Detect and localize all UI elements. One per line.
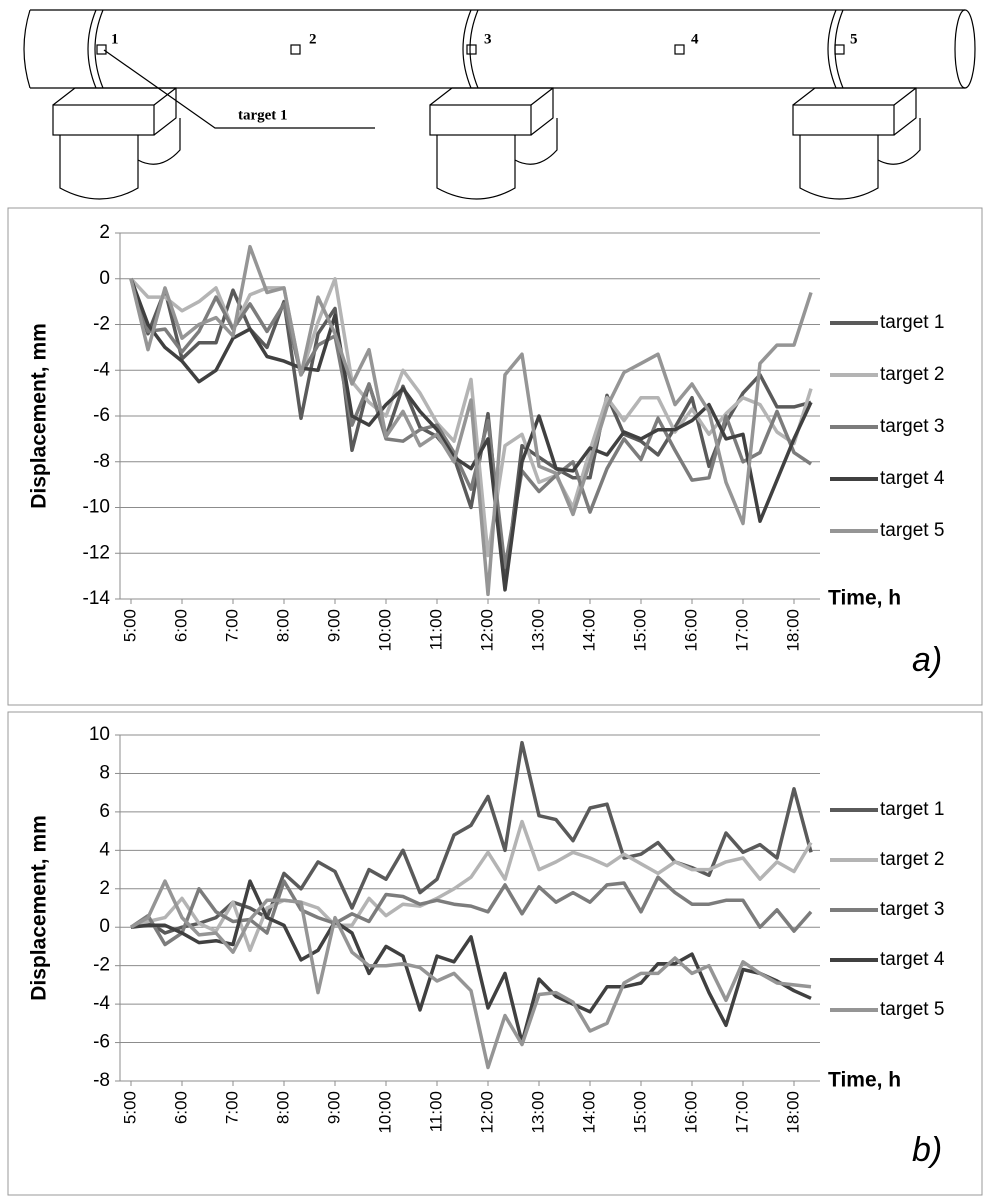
x-tick-label: 6:00 bbox=[171, 1091, 190, 1124]
support bbox=[792, 87, 921, 200]
x-tick-label: 16:00 bbox=[681, 1091, 700, 1134]
y-tick-label: -12 bbox=[83, 542, 110, 563]
x-axis-label: Time, h bbox=[828, 1069, 901, 1092]
y-tick-label: 2 bbox=[99, 222, 110, 243]
x-tick-label: 18:00 bbox=[783, 1091, 802, 1134]
x-tick-label: 14:00 bbox=[579, 1091, 598, 1134]
x-tick-label: 13:00 bbox=[528, 609, 547, 652]
series-line bbox=[129, 278, 812, 569]
y-tick-label: -6 bbox=[93, 1032, 110, 1053]
x-tick-label: 15:00 bbox=[630, 1091, 649, 1134]
x-tick-label: 12:00 bbox=[477, 1091, 496, 1134]
x-tick-label: 15:00 bbox=[630, 609, 649, 652]
pipe-end bbox=[954, 9, 976, 89]
x-axis-label: Time, h bbox=[828, 587, 901, 610]
panel-b bbox=[7, 711, 983, 1196]
callout-line bbox=[103, 49, 375, 129]
x-tick-label: 8:00 bbox=[273, 609, 292, 642]
y-tick-label: 8 bbox=[99, 762, 110, 783]
legend-label: target 5 bbox=[880, 520, 944, 541]
target-label: 2 bbox=[309, 31, 317, 47]
y-tick-label: 6 bbox=[99, 801, 110, 822]
series-line bbox=[130, 879, 812, 1070]
x-tick-label: 12:00 bbox=[477, 609, 496, 652]
legend-label: target 3 bbox=[880, 899, 944, 920]
x-tick-label: 9:00 bbox=[324, 1091, 343, 1124]
pipe-diagram bbox=[23, 9, 976, 200]
x-tick-label: 5:00 bbox=[120, 609, 139, 642]
y-axis-label: Displacement, mm bbox=[28, 323, 51, 509]
x-tick-label: 17:00 bbox=[732, 609, 751, 652]
series-line bbox=[130, 879, 812, 1045]
legend-label: target 1 bbox=[880, 312, 944, 333]
target-markers bbox=[96, 44, 845, 55]
y-tick-label: -8 bbox=[93, 451, 110, 472]
y-tick-label: -14 bbox=[83, 588, 111, 609]
annotation: b) bbox=[912, 1131, 942, 1169]
target-label: 4 bbox=[691, 31, 699, 47]
pipe bbox=[23, 9, 965, 89]
series-line bbox=[129, 278, 813, 592]
y-tick-label: -4 bbox=[93, 359, 110, 380]
y-axis-label: Displacement, mm bbox=[28, 815, 51, 1001]
y-tick-label: 10 bbox=[89, 724, 110, 745]
callout-label: target 1 bbox=[238, 107, 288, 123]
x-tick-label: 11:00 bbox=[426, 1091, 445, 1132]
support bbox=[52, 87, 181, 200]
target-label: 5 bbox=[850, 31, 858, 47]
x-tick-label: 10:00 bbox=[375, 1091, 394, 1134]
target-label: 1 bbox=[111, 31, 119, 47]
x-tick-label: 13:00 bbox=[528, 1091, 547, 1134]
legend-label: target 2 bbox=[880, 849, 944, 870]
legend-label: target 4 bbox=[880, 949, 945, 970]
x-tick-label: 18:00 bbox=[783, 609, 802, 652]
legend-label: target 1 bbox=[880, 799, 944, 820]
series-line bbox=[130, 875, 813, 947]
y-tick-label: -6 bbox=[93, 405, 110, 426]
legend-label: target 2 bbox=[880, 364, 944, 385]
x-tick-label: 5:00 bbox=[120, 1091, 139, 1124]
panel-a bbox=[7, 207, 983, 706]
annotation: a) bbox=[912, 641, 942, 679]
y-tick-label: 0 bbox=[99, 916, 110, 937]
x-tick-label: 7:00 bbox=[222, 609, 241, 642]
y-tick-label: 0 bbox=[99, 268, 110, 289]
legend-label: target 3 bbox=[880, 416, 944, 437]
y-tick-label: -8 bbox=[93, 1070, 110, 1091]
y-tick-label: -2 bbox=[93, 314, 110, 335]
target-label: 3 bbox=[484, 31, 492, 47]
x-tick-label: 11:00 bbox=[426, 609, 445, 650]
y-tick-label: -2 bbox=[93, 955, 110, 976]
x-tick-label: 7:00 bbox=[222, 1091, 241, 1124]
weld-rings bbox=[87, 9, 844, 89]
x-tick-label: 14:00 bbox=[579, 609, 598, 652]
x-tick-label: 9:00 bbox=[324, 609, 343, 642]
x-tick-label: 6:00 bbox=[171, 609, 190, 642]
x-tick-label: 17:00 bbox=[732, 1091, 751, 1134]
y-tick-label: -4 bbox=[93, 993, 110, 1014]
legend-label: target 5 bbox=[880, 999, 944, 1020]
x-tick-label: 8:00 bbox=[273, 1091, 292, 1124]
x-tick-label: 16:00 bbox=[681, 609, 700, 652]
y-tick-label: 4 bbox=[99, 839, 110, 860]
support bbox=[429, 87, 558, 200]
series-line bbox=[130, 819, 813, 953]
legend-label: target 4 bbox=[880, 468, 945, 489]
x-tick-label: 10:00 bbox=[375, 609, 394, 652]
y-tick-label: 2 bbox=[99, 878, 110, 899]
series-line bbox=[129, 244, 813, 597]
y-tick-label: -10 bbox=[83, 497, 110, 518]
